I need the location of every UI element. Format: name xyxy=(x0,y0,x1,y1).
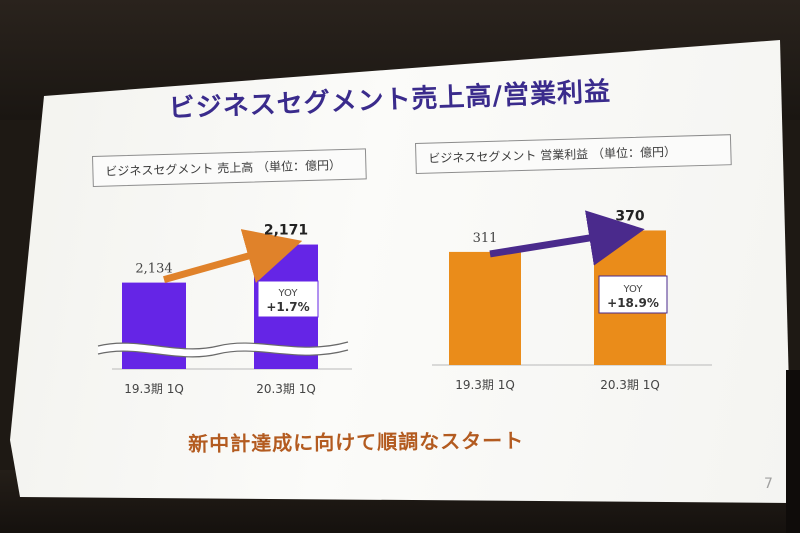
profit-yoy-box xyxy=(598,275,668,314)
slide-page-number: 7 xyxy=(764,476,773,492)
sales-yoy-value: +1.7% xyxy=(266,300,309,314)
sales-category-2: 20.3期 1Q xyxy=(256,382,316,396)
axis-break-wave xyxy=(98,342,348,357)
slide-slogan: 新中計達成に向けて順調なスタート xyxy=(188,428,525,456)
sales-chart: 2,134 2,171 YOY +1.7% 19.3期 1Q 20.3期 1Q xyxy=(97,223,352,396)
profit-bar-1 xyxy=(449,251,521,365)
sales-value-label-1: 2,134 xyxy=(135,262,172,277)
profit-value-label-1: 311 xyxy=(473,231,498,246)
axis-break-line-top xyxy=(97,341,349,350)
screen-frame-edge xyxy=(786,370,800,533)
profit-category-2: 20.3期 1Q xyxy=(600,378,660,392)
profit-category-1: 19.3期 1Q xyxy=(455,378,515,392)
sales-value-label-2: 2,171 xyxy=(264,223,308,239)
profit-yoy-label: YOY xyxy=(623,284,644,295)
profit-yoy-value: +18.9% xyxy=(607,296,659,310)
sales-category-1: 19.3期 1Q xyxy=(124,382,184,396)
sales-yoy-box xyxy=(257,280,319,318)
sales-growth-arrow xyxy=(163,229,303,283)
profit-growth-arrow xyxy=(489,210,645,266)
axis-break-line-bottom xyxy=(97,349,349,358)
profit-chart: 311 370 YOY +18.9% 19.3期 1Q 20.3期 1Q xyxy=(432,208,712,392)
profit-value-label-2: 370 xyxy=(615,208,644,224)
sales-yoy-label: YOY xyxy=(278,288,299,299)
